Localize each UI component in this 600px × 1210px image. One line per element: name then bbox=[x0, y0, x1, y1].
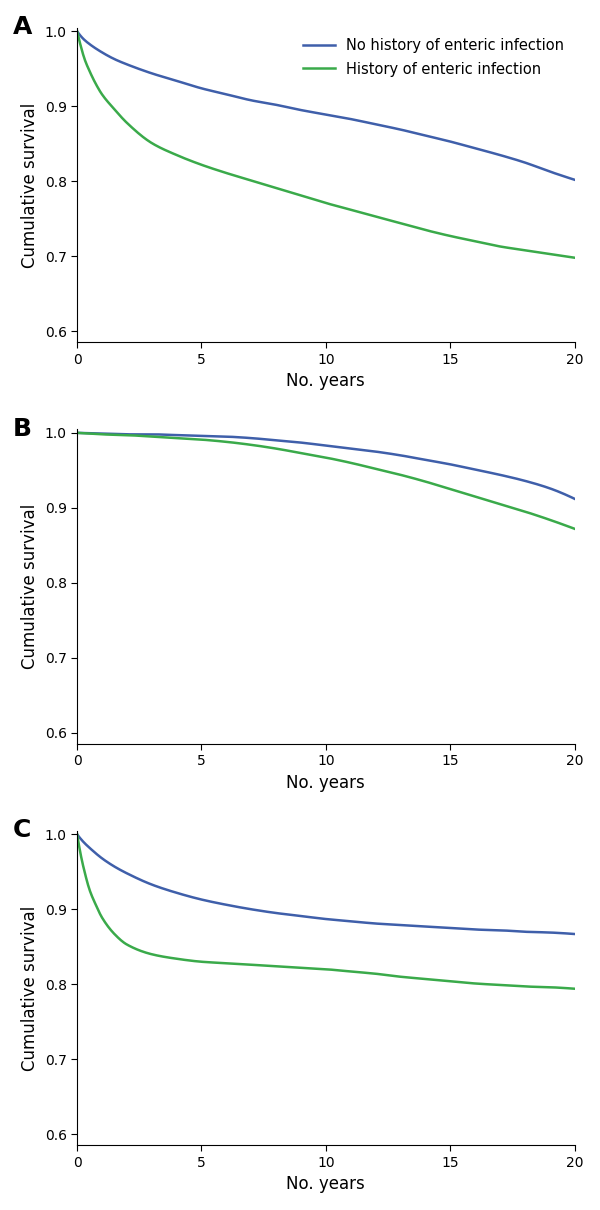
History of enteric infection bbox=[313, 449, 320, 463]
No history of enteric infection bbox=[481, 922, 488, 937]
No history of enteric infection bbox=[74, 426, 81, 440]
No history of enteric infection bbox=[370, 916, 377, 930]
No history of enteric infection bbox=[310, 105, 317, 120]
History of enteric infection bbox=[481, 236, 488, 250]
Y-axis label: Cumulative survival: Cumulative survival bbox=[21, 103, 39, 267]
No history of enteric infection bbox=[481, 465, 488, 479]
Y-axis label: Cumulative survival: Cumulative survival bbox=[21, 905, 39, 1071]
No history of enteric infection bbox=[310, 910, 317, 924]
Line: History of enteric infection: History of enteric infection bbox=[77, 433, 575, 529]
No history of enteric infection bbox=[370, 444, 377, 459]
No history of enteric infection bbox=[559, 926, 566, 940]
X-axis label: No. years: No. years bbox=[286, 774, 365, 791]
History of enteric infection bbox=[343, 964, 350, 979]
Line: No history of enteric infection: No history of enteric infection bbox=[77, 31, 575, 180]
History of enteric infection bbox=[343, 455, 350, 469]
History of enteric infection bbox=[313, 192, 320, 207]
Text: A: A bbox=[13, 15, 32, 39]
History of enteric infection bbox=[571, 522, 578, 536]
History of enteric infection bbox=[313, 962, 320, 976]
No history of enteric infection bbox=[370, 116, 377, 131]
History of enteric infection bbox=[370, 967, 377, 981]
No history of enteric infection bbox=[571, 927, 578, 941]
History of enteric infection bbox=[571, 250, 578, 265]
No history of enteric infection bbox=[481, 144, 488, 159]
History of enteric infection bbox=[559, 248, 566, 263]
No history of enteric infection bbox=[313, 437, 320, 451]
No history of enteric infection bbox=[343, 111, 350, 126]
History of enteric infection bbox=[74, 24, 81, 39]
Line: No history of enteric infection: No history of enteric infection bbox=[77, 433, 575, 499]
History of enteric infection bbox=[310, 448, 317, 462]
History of enteric infection bbox=[310, 192, 317, 207]
Line: History of enteric infection: History of enteric infection bbox=[77, 31, 575, 258]
Line: History of enteric infection: History of enteric infection bbox=[77, 835, 575, 989]
No history of enteric infection bbox=[313, 911, 320, 926]
No history of enteric infection bbox=[74, 828, 81, 842]
No history of enteric infection bbox=[343, 440, 350, 455]
History of enteric infection bbox=[310, 961, 317, 975]
History of enteric infection bbox=[343, 201, 350, 215]
Legend: No history of enteric infection, History of enteric infection: No history of enteric infection, History… bbox=[297, 31, 570, 82]
Line: No history of enteric infection: No history of enteric infection bbox=[77, 835, 575, 934]
Text: C: C bbox=[13, 818, 31, 842]
X-axis label: No. years: No. years bbox=[286, 1175, 365, 1193]
History of enteric infection bbox=[571, 981, 578, 996]
No history of enteric infection bbox=[310, 437, 317, 451]
No history of enteric infection bbox=[343, 914, 350, 928]
History of enteric infection bbox=[481, 492, 488, 507]
History of enteric infection bbox=[370, 208, 377, 223]
No history of enteric infection bbox=[559, 168, 566, 183]
History of enteric infection bbox=[559, 980, 566, 995]
No history of enteric infection bbox=[74, 24, 81, 39]
Y-axis label: Cumulative survival: Cumulative survival bbox=[21, 503, 39, 669]
No history of enteric infection bbox=[571, 491, 578, 506]
History of enteric infection bbox=[370, 461, 377, 476]
X-axis label: No. years: No. years bbox=[286, 373, 365, 391]
No history of enteric infection bbox=[313, 105, 320, 120]
History of enteric infection bbox=[74, 426, 81, 440]
History of enteric infection bbox=[481, 976, 488, 991]
History of enteric infection bbox=[559, 517, 566, 531]
No history of enteric infection bbox=[559, 486, 566, 501]
History of enteric infection bbox=[74, 828, 81, 842]
No history of enteric infection bbox=[571, 173, 578, 188]
Text: B: B bbox=[13, 416, 31, 440]
